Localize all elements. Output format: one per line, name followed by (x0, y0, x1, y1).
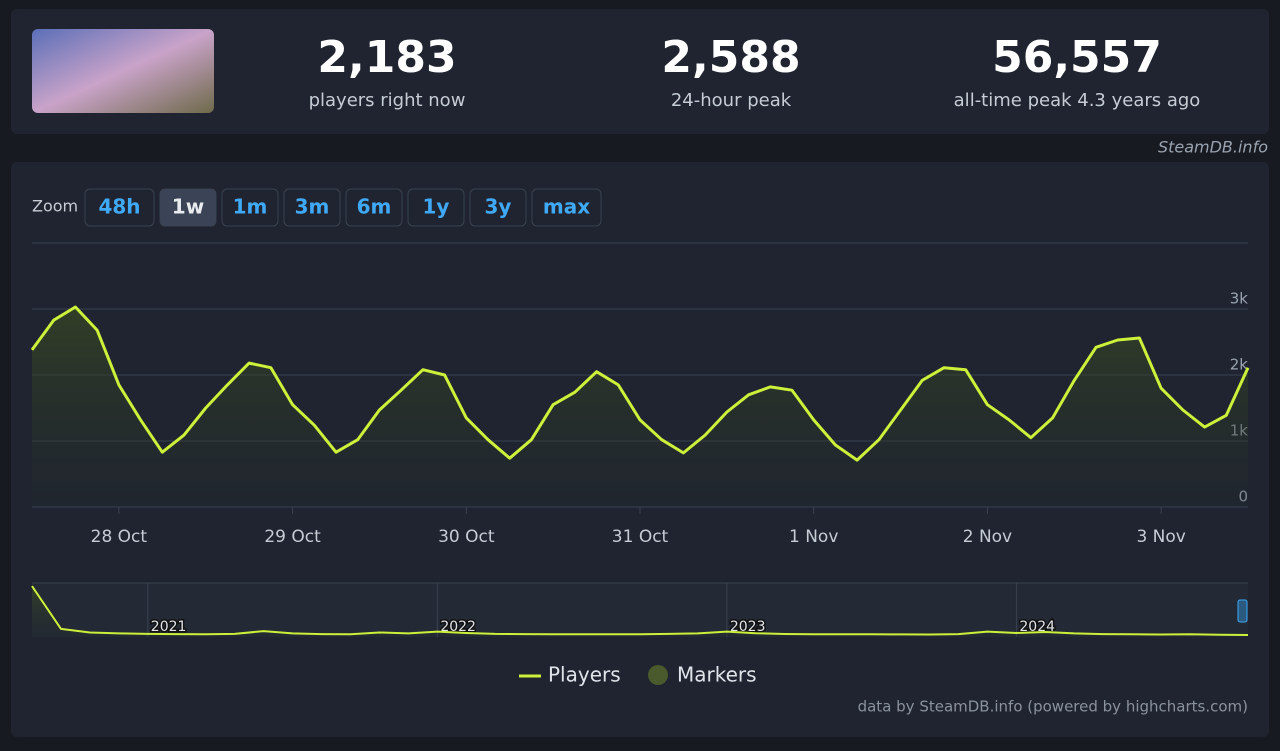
navigator-bg (32, 583, 1248, 637)
zoom-button[interactable] (407, 188, 465, 227)
x-tick-label: 1 Nov (789, 527, 838, 547)
x-tick-label: 31 Oct (612, 527, 669, 547)
zoom-button[interactable] (221, 188, 279, 227)
credit: data by SteamDB.info (powered by highcha… (858, 698, 1248, 716)
game-thumbnail (32, 29, 214, 113)
stat-label: all-time peak 4.3 years ago (954, 90, 1201, 111)
zoom-button[interactable] (84, 188, 155, 227)
zoom-button[interactable] (531, 188, 602, 227)
stats-panel (11, 9, 1269, 134)
legend-label[interactable]: Players (548, 663, 621, 687)
zoom-button-label[interactable]: 48h (98, 195, 140, 219)
zoom-label: Zoom (32, 197, 78, 216)
x-tick-label: 2 Nov (963, 527, 1012, 547)
zoom-button-label[interactable]: 6m (357, 195, 392, 219)
line (30, 305, 1250, 462)
navigator-handle[interactable] (1237, 599, 1248, 623)
x-tick-label: 30 Oct (438, 527, 495, 547)
zoom-button-label[interactable]: 3y (485, 195, 512, 219)
area (32, 307, 1248, 507)
legend-label[interactable]: Markers (677, 663, 757, 687)
x-tick-label: 3 Nov (1136, 527, 1185, 547)
zoom-button[interactable] (283, 188, 341, 227)
x-tick-label: 29 Oct (264, 527, 321, 547)
x-tick-label: 28 Oct (91, 527, 148, 547)
zoom-button-label[interactable]: max (543, 195, 590, 219)
zoom-button-label[interactable]: 1y (423, 195, 450, 219)
stat-label: 24-hour peak (671, 90, 792, 111)
brand: SteamDB.info (1158, 138, 1268, 157)
y-tick-label: 3k (1230, 290, 1249, 308)
stat-value: 2,588 (661, 32, 800, 83)
stat-label: players right now (309, 90, 466, 111)
navigator-year-label: 2021 (151, 619, 187, 635)
zoom-button-label[interactable]: 3m (295, 195, 330, 219)
legend-marker (648, 665, 668, 685)
y-tick-label: 2k (1230, 356, 1249, 374)
line (31, 585, 1249, 636)
stat-value: 56,557 (992, 32, 1162, 83)
zoom-button[interactable] (469, 188, 527, 227)
stat-value: 2,183 (317, 32, 456, 83)
zoom-button-label[interactable]: 1w (172, 195, 204, 219)
zoom-button[interactable] (159, 188, 217, 227)
zoom-button[interactable] (345, 188, 403, 227)
zoom-button-label[interactable]: 1m (233, 195, 268, 219)
